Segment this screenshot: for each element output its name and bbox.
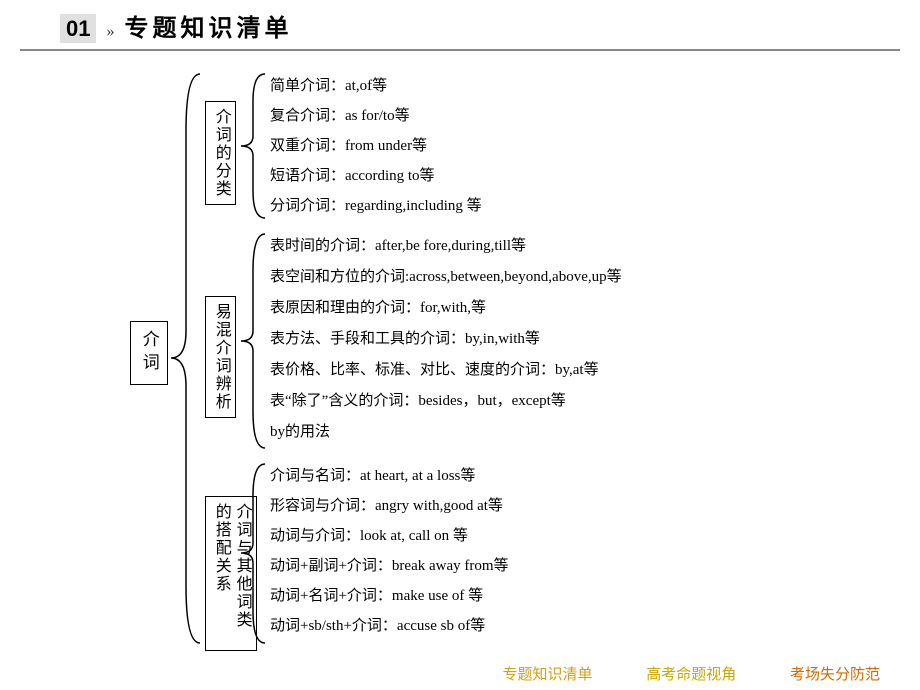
page-title: 专题知识清单 (124, 16, 292, 42)
arrow-icon: » (106, 23, 114, 40)
leaf-item: 动词+sb/sth+介词：accuse sb of等 (270, 614, 485, 635)
footer-links: 专题知识清单 高考命题视角 考场失分防范 (452, 663, 880, 684)
section-number: 01 (60, 14, 96, 43)
leaf-item: 分词介词：regarding,including 等 (270, 194, 482, 215)
leaf-item: 动词+名词+介词：make use of 等 (270, 584, 483, 605)
leaf-item: 复合介词：as for/to等 (270, 104, 410, 125)
footer-link-1[interactable]: 专题知识清单 (502, 667, 592, 683)
leaf-item: 表原因和理由的介词：for,with,等 (270, 296, 486, 317)
group1-brace (238, 71, 268, 221)
group2-brace (238, 231, 268, 451)
leaf-item: 短语介词：according to等 (270, 164, 435, 185)
leaf-item: 动词与介词：look at, call on 等 (270, 524, 468, 545)
leaf-item: 表空间和方位的介词:across,between,beyond,above,up… (270, 265, 622, 286)
leaf-item: 表方法、手段和工具的介词：by,in,with等 (270, 327, 540, 348)
tree-diagram: 介词 介词的分类 易混介词辨析 介词与其他词类的搭配关系 简单介词：at,of等… (130, 71, 920, 651)
leaf-item: 简单介词：at,of等 (270, 74, 387, 95)
leaf-item: 动词+副词+介词：break away from等 (270, 554, 509, 575)
root-brace (168, 71, 203, 646)
group2-node: 易混介词辨析 (205, 296, 236, 418)
leaf-item: 表价格、比率、标准、对比、速度的介词：by,at等 (270, 358, 599, 379)
leaf-item: 介词与名词：at heart, at a loss等 (270, 464, 475, 485)
leaf-item: 表时间的介词：after,be fore,during,till等 (270, 234, 526, 255)
leaf-item: 表“除了”含义的介词：besides，but，except等 (270, 389, 566, 410)
footer-link-2[interactable]: 高考命题视角 (646, 667, 736, 683)
leaf-item: 双重介词：from under等 (270, 134, 427, 155)
group3-node: 介词与其他词类的搭配关系 (205, 496, 257, 651)
leaf-item: 形容词与介词：angry with,good at等 (270, 494, 503, 515)
page-header: 01 » 专题知识清单 (20, 0, 900, 51)
group1-node: 介词的分类 (205, 101, 236, 205)
leaf-item: by的用法 (270, 420, 330, 441)
root-node: 介词 (130, 321, 168, 385)
footer-link-3[interactable]: 考场失分防范 (790, 667, 880, 683)
